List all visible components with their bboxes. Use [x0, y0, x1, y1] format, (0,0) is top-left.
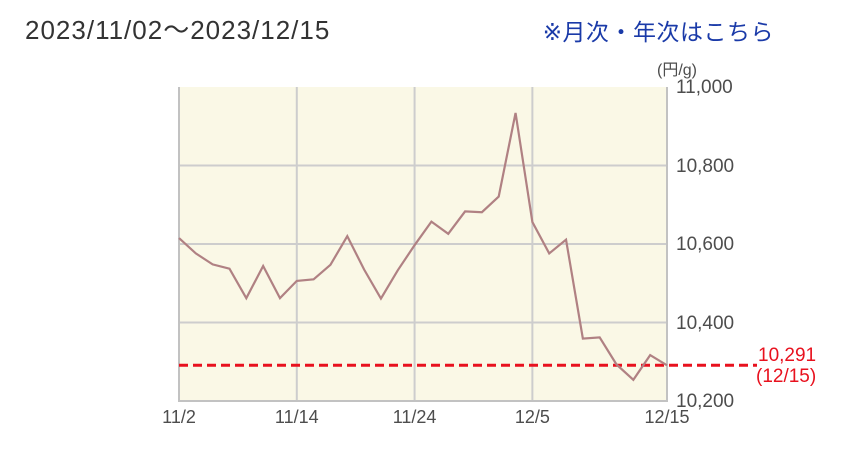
x-tick-label: 11/2: [162, 407, 196, 427]
monthly-yearly-link[interactable]: ※月次・年次はこちら: [542, 19, 774, 45]
price-line: [178, 112, 668, 382]
y-tick-label: 10,600: [676, 234, 735, 255]
y-tick-label: 10,200: [676, 391, 735, 412]
y-tick-label: 11,000: [676, 77, 733, 98]
y-tick-label: 10,400: [676, 312, 735, 334]
x-tick-label: 11/24: [392, 407, 437, 427]
latest-price-date-label: (12/15): [756, 366, 817, 388]
y-tick-label: 10,800: [676, 155, 735, 177]
x-tick-label: 11/14: [274, 407, 319, 427]
date-range-title: 2023/11/02〜2023/12/15: [25, 15, 331, 45]
latest-price-label: 10,291: [758, 345, 817, 367]
y-axis-unit-label: (円/g): [657, 62, 698, 79]
x-tick-label: 12/5: [514, 407, 550, 427]
x-tick-label: 12/15: [644, 407, 690, 427]
